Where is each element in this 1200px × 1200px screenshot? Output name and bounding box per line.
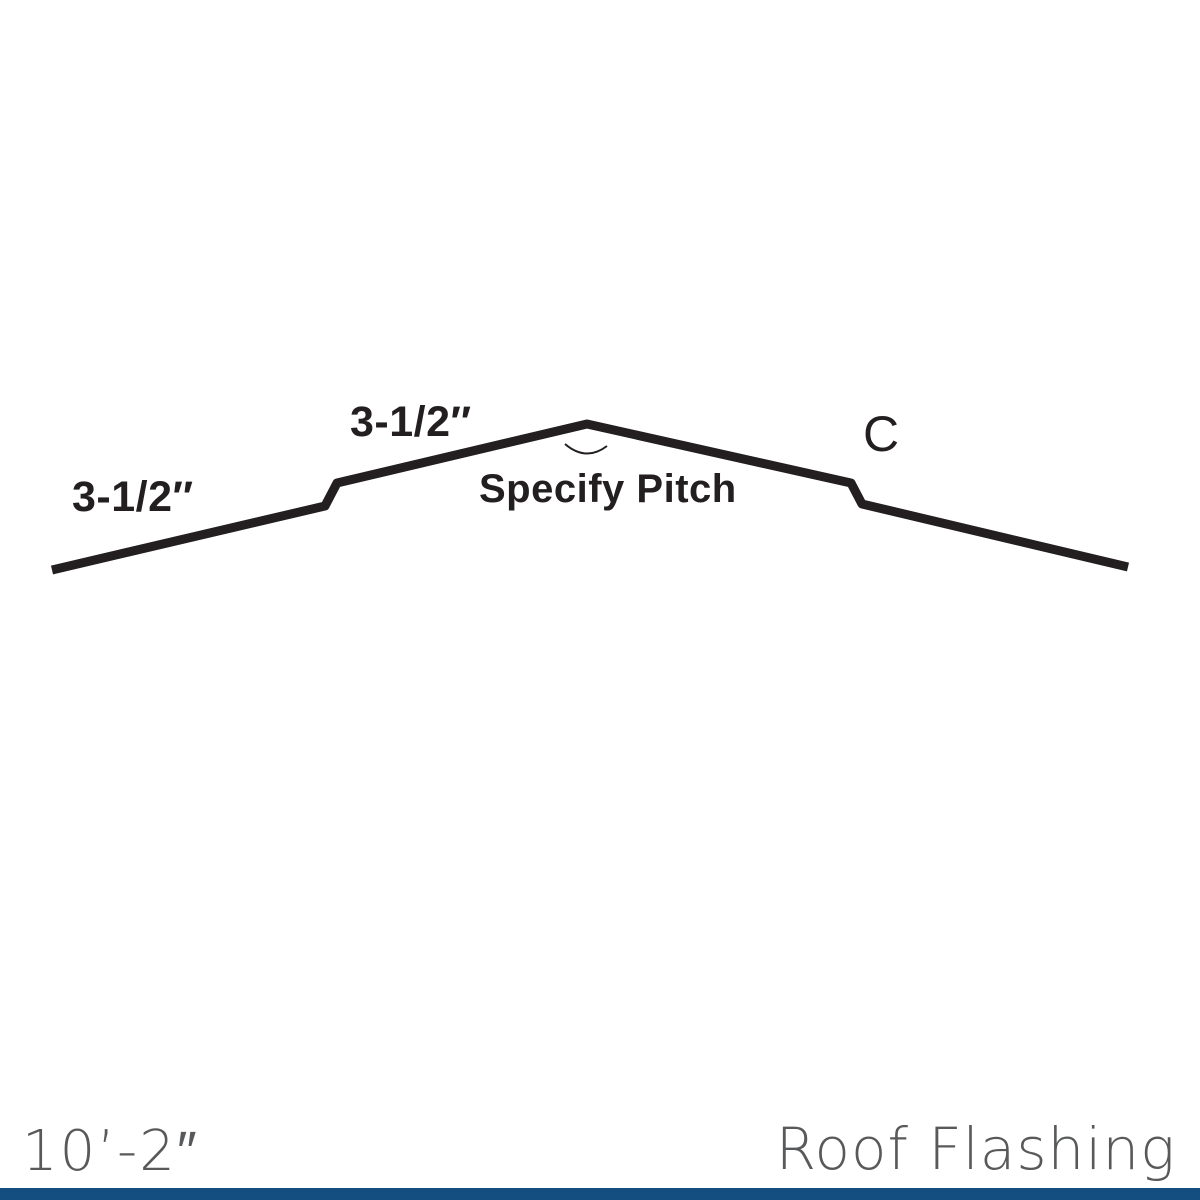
dimension-label-left-flange: 3-1/2″ [72,473,194,521]
dimension-label-upper-flange: 3-1/2″ [350,398,472,446]
flashing-profile-line [50,419,1130,575]
footer-product-name: Roof Flashing [775,1115,1176,1183]
dimension-label-c: C [863,406,900,462]
footer-accent-bar [0,1188,1200,1200]
specify-pitch-note: Specify Pitch [479,467,737,511]
pitch-angle-arc [564,443,608,455]
footer-length-label: 10’-2″ [22,1119,199,1184]
